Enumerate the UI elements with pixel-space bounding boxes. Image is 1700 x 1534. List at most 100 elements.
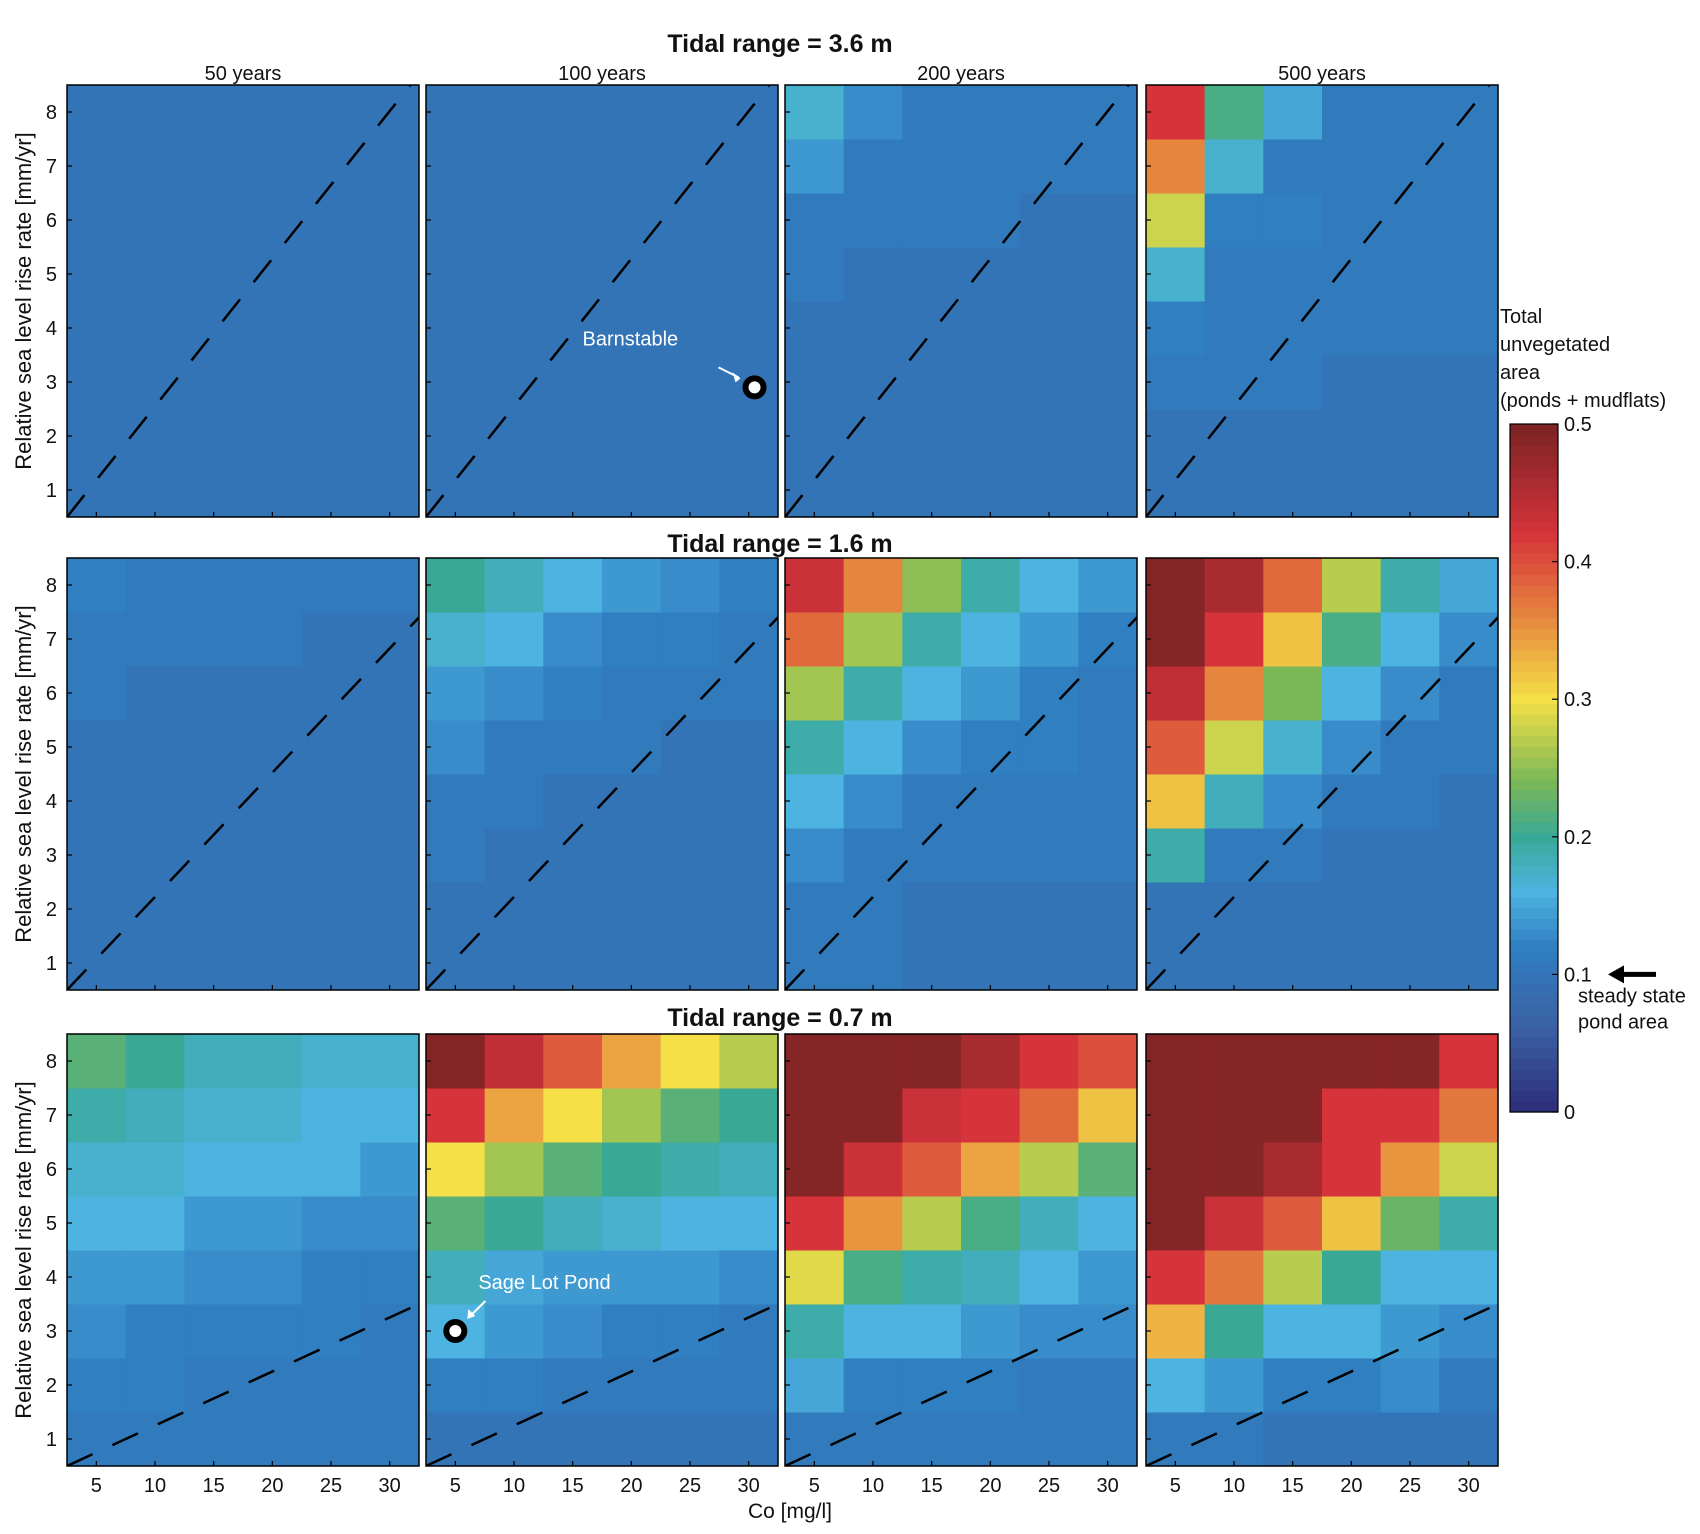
colorbar-swatch	[1510, 950, 1558, 963]
heatmap-cell	[1439, 936, 1499, 991]
heatmap-cell	[1322, 193, 1382, 248]
y-tick-label: 4	[46, 1267, 57, 1289]
colorbar-swatch	[1510, 1026, 1558, 1038]
heatmap-cell	[1078, 193, 1138, 248]
heatmap-cell	[67, 301, 127, 356]
heatmap-cell	[1380, 1196, 1440, 1251]
heatmap-cell	[1146, 247, 1206, 302]
heatmap-cell	[484, 720, 544, 775]
heatmap-cell	[902, 85, 962, 140]
site-marker-arrowhead	[732, 372, 741, 383]
heatmap-cell	[484, 463, 544, 518]
heatmap-cell	[426, 612, 486, 667]
heatmap-cell	[125, 558, 185, 613]
heatmap-cell	[902, 666, 962, 721]
heatmap-cell	[1078, 247, 1138, 302]
heatmap-cell	[961, 1358, 1021, 1413]
heatmap-cell	[719, 1250, 779, 1305]
heatmap-cell	[1322, 774, 1382, 829]
heatmap-cell	[1078, 1250, 1138, 1305]
colorbar-swatch	[1510, 585, 1558, 597]
y-tick-label: 7	[46, 629, 57, 651]
colorbar-swatch	[1510, 768, 1558, 780]
heatmap-cell	[843, 355, 903, 410]
heatmap-cell	[1078, 1196, 1138, 1251]
heatmap-cell	[719, 1304, 779, 1359]
heatmap-cell	[1146, 1358, 1206, 1413]
colorbar-swatch	[1510, 907, 1558, 920]
heatmap-cell	[843, 828, 903, 883]
panel-frame	[1145, 557, 1499, 991]
heatmap-cell	[1019, 85, 1079, 140]
colorbar-swatch	[1510, 1058, 1558, 1070]
heatmap-cell	[67, 936, 127, 991]
heatmap-cell	[1078, 1088, 1138, 1143]
heatmap-cell	[1439, 774, 1499, 829]
heatmap-cell	[484, 1142, 544, 1197]
heatmap-cell	[1439, 409, 1499, 464]
heatmap-cell	[360, 1304, 420, 1359]
panel-frame	[66, 84, 420, 518]
heatmap-cell	[1380, 301, 1440, 356]
heatmap-cell	[1263, 666, 1323, 721]
heatmap-cell	[785, 301, 845, 356]
heatmap-cell	[1322, 85, 1382, 140]
heatmap-cell	[301, 1304, 361, 1359]
heatmap-cell	[1322, 936, 1382, 991]
colorbar-swatch	[1510, 703, 1558, 715]
heatmap-cell	[1263, 1142, 1323, 1197]
colorbar-label-line: Total	[1500, 306, 1542, 328]
colorbar-swatch	[1510, 854, 1558, 866]
heatmap-cell	[1078, 1034, 1138, 1089]
heatmap-cell	[1322, 1412, 1382, 1467]
heatmap-cell	[961, 1304, 1021, 1359]
heatmap-cell	[843, 1088, 903, 1143]
heatmap-cell	[902, 463, 962, 518]
heatmap-cell	[1078, 828, 1138, 883]
colorbar-swatch	[1510, 445, 1558, 457]
heatmap-cell	[961, 139, 1021, 194]
heatmap-cell	[484, 1034, 544, 1089]
heatmap-cell	[1380, 1088, 1440, 1143]
panel-200-years	[784, 557, 1138, 991]
heatmap-cell	[184, 409, 244, 464]
heatmap-cell	[184, 1196, 244, 1251]
heatmap-cell	[1322, 720, 1382, 775]
heatmap-cell	[843, 1142, 903, 1197]
heatmap-cell	[1380, 1034, 1440, 1089]
colorbar-label-line: area	[1500, 362, 1541, 384]
y-tick-label: 6	[46, 210, 57, 232]
colorbar-swatch	[1510, 864, 1558, 877]
heatmap-cell	[426, 355, 486, 410]
heatmap-cell	[125, 409, 185, 464]
heatmap-cell	[1204, 1304, 1264, 1359]
x-tick-label: 25	[1038, 1475, 1060, 1497]
y-tick-label: 8	[46, 1051, 57, 1073]
heatmap-cell	[785, 355, 845, 410]
heatmap-cell	[1322, 1142, 1382, 1197]
heatmap-cell	[602, 828, 662, 883]
heatmap-cell	[843, 193, 903, 248]
heatmap-cell	[660, 1088, 720, 1143]
heatmap-cell	[243, 1412, 303, 1467]
y-tick-label: 3	[46, 1321, 57, 1343]
heatmap-cell	[360, 1088, 420, 1143]
heatmap-cell	[360, 139, 420, 194]
heatmap-cell	[902, 1358, 962, 1413]
heatmap-cell	[360, 774, 420, 829]
colorbar-swatch	[1510, 574, 1558, 586]
heatmap-cell	[1146, 666, 1206, 721]
heatmap-cell	[719, 1358, 779, 1413]
colorbar-swatch	[1510, 531, 1558, 543]
heatmap-cell	[301, 247, 361, 302]
y-tick-label: 1	[46, 1429, 57, 1451]
heatmap-cell	[1146, 936, 1206, 991]
panel-500-years: 5 10 15 20 25 30	[1145, 1033, 1499, 1497]
heatmap-cell	[902, 1088, 962, 1143]
panel-50-years: 1 2 3 4 5 6 7 8	[46, 557, 420, 991]
heatmap-cell	[484, 139, 544, 194]
x-axis-label: Co [mg/l]	[748, 1500, 832, 1523]
heatmap-cell	[660, 355, 720, 410]
reference-dashed-line	[1146, 1302, 1498, 1466]
colorbar-swatch	[1510, 800, 1558, 812]
